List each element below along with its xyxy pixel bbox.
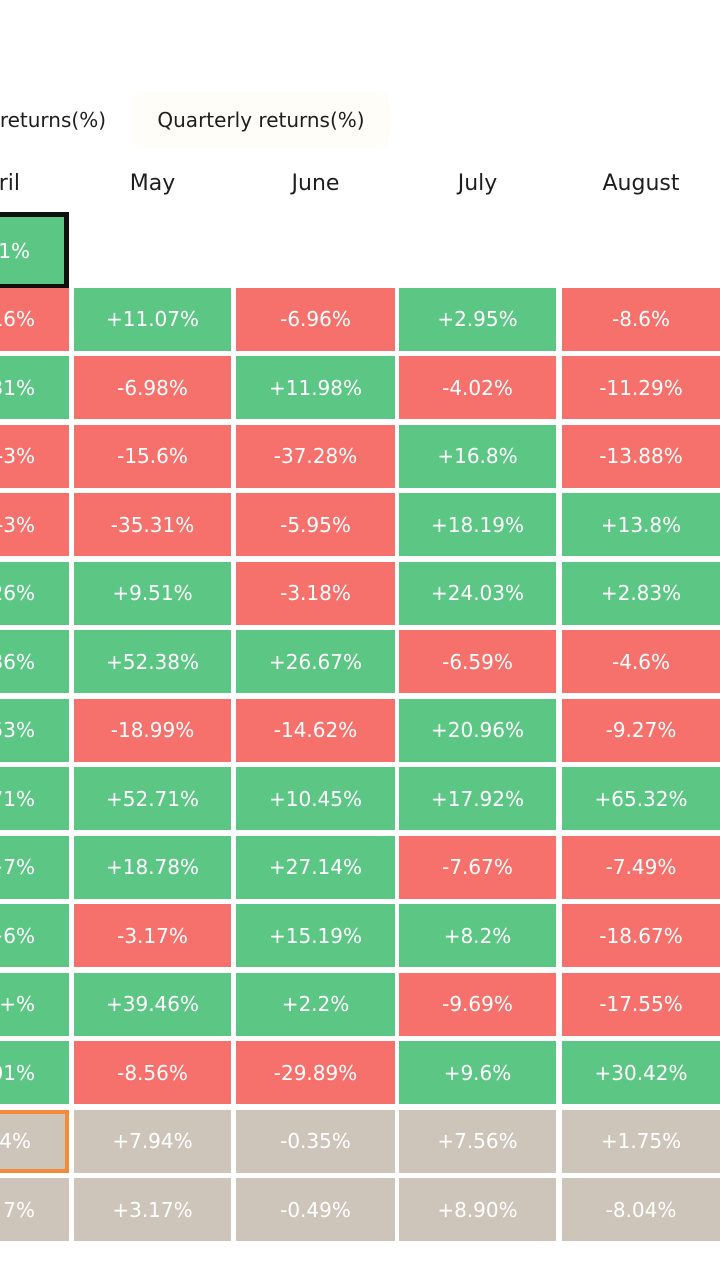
return-cell: -8.6% — [562, 287, 720, 351]
return-cell: -35.31% — [74, 493, 231, 556]
summary-cell: -0.35% — [236, 1109, 395, 1173]
return-cell: +31% — [0, 356, 69, 419]
tab-quarterly-returns[interactable]: Quarterly returns(%) — [132, 92, 390, 148]
return-cell: +18.19% — [399, 493, 556, 556]
return-cell: -9.27% — [562, 698, 720, 762]
return-cell: -7.67% — [399, 835, 556, 899]
return-cell: -3% — [0, 493, 69, 556]
return-cell: +7% — [0, 835, 69, 899]
summary-cell: +8.90% — [399, 1178, 556, 1241]
return-cell: +11.98% — [236, 356, 395, 419]
return-cell: +% — [0, 972, 69, 1036]
return-cell: +36% — [0, 630, 69, 693]
return-cell: +18.78% — [74, 835, 231, 899]
return-cell: -13.88% — [562, 424, 720, 488]
return-cell: -17.55% — [562, 972, 720, 1036]
return-cell: -3.18% — [236, 561, 395, 625]
return-cell: +8.2% — [399, 904, 556, 967]
return-cell: +65.32% — [562, 767, 720, 830]
return-cell: -5.95% — [236, 493, 395, 556]
return-cell: +2.95% — [399, 287, 556, 351]
return-cell: +13.8% — [562, 493, 720, 556]
return-cell: -15.6% — [74, 424, 231, 488]
return-cell: -4.6% — [562, 630, 720, 693]
summary-cell: 04% — [0, 1109, 69, 1173]
return-cell: +71% — [0, 767, 69, 830]
column-header: July — [457, 170, 498, 196]
return-cell: +9.51% — [74, 561, 231, 625]
return-cell: -14.62% — [236, 698, 395, 762]
return-cell: +10.45% — [236, 767, 395, 830]
return-cell: +2.2% — [236, 972, 395, 1036]
column-header: ril — [0, 170, 20, 196]
return-cell: +26.67% — [236, 630, 395, 693]
return-cell: +2.83% — [562, 561, 720, 625]
summary-cell: +1.75% — [562, 1109, 720, 1173]
return-cell: -6.96% — [236, 287, 395, 351]
return-cell: -6.59% — [399, 630, 556, 693]
return-cell: -3% — [0, 424, 69, 488]
column-header: May — [129, 170, 176, 196]
return-cell: +30.42% — [562, 1041, 720, 1104]
return-cell: -3.17% — [74, 904, 231, 967]
return-cell: -8.56% — [74, 1041, 231, 1104]
summary-cell: -0.49% — [236, 1178, 395, 1241]
column-header: August — [602, 170, 680, 196]
summary-cell: -8.04% — [562, 1178, 720, 1241]
return-cell: +6% — [0, 904, 69, 967]
summary-cell: +3.17% — [74, 1178, 231, 1241]
summary-cell: +7.94% — [74, 1109, 231, 1173]
tab-monthly-returns[interactable]: returns(%) — [0, 108, 106, 132]
return-cell: +17.92% — [399, 767, 556, 830]
return-cell: +01% — [0, 1041, 69, 1104]
return-cell: -29.89% — [236, 1041, 395, 1104]
return-cell: +9.6% — [399, 1041, 556, 1104]
return-cell: -4.02% — [399, 356, 556, 419]
returns-tabs: returns(%) Quarterly returns(%) — [0, 92, 720, 148]
return-cell: +27.14% — [236, 835, 395, 899]
return-cell: -18.99% — [74, 698, 231, 762]
return-cell: +26% — [0, 561, 69, 625]
return-cell: +24.03% — [399, 561, 556, 625]
return-cell: +39.46% — [74, 972, 231, 1036]
return-cell: +20.96% — [399, 698, 556, 762]
return-cell: -7.49% — [562, 835, 720, 899]
return-cell: +52.71% — [74, 767, 231, 830]
return-cell: -16% — [0, 287, 69, 351]
return-cell: -37.28% — [236, 424, 395, 488]
return-cell: +11.07% — [74, 287, 231, 351]
return-cell: -9.69% — [399, 972, 556, 1036]
column-header: June — [291, 170, 340, 196]
return-cell: +15.19% — [236, 904, 395, 967]
column-headers: ril May June July August — [0, 158, 720, 208]
return-cell: -6.98% — [74, 356, 231, 419]
return-cell: -11.29% — [562, 356, 720, 419]
summary-cell: 7% — [0, 1178, 69, 1241]
summary-cell: +7.56% — [399, 1109, 556, 1173]
return-cell: +53% — [0, 698, 69, 762]
return-cell: +52.38% — [74, 630, 231, 693]
return-cell: +31% — [0, 212, 69, 289]
return-cell: -18.67% — [562, 904, 720, 967]
return-cell: +16.8% — [399, 424, 556, 488]
